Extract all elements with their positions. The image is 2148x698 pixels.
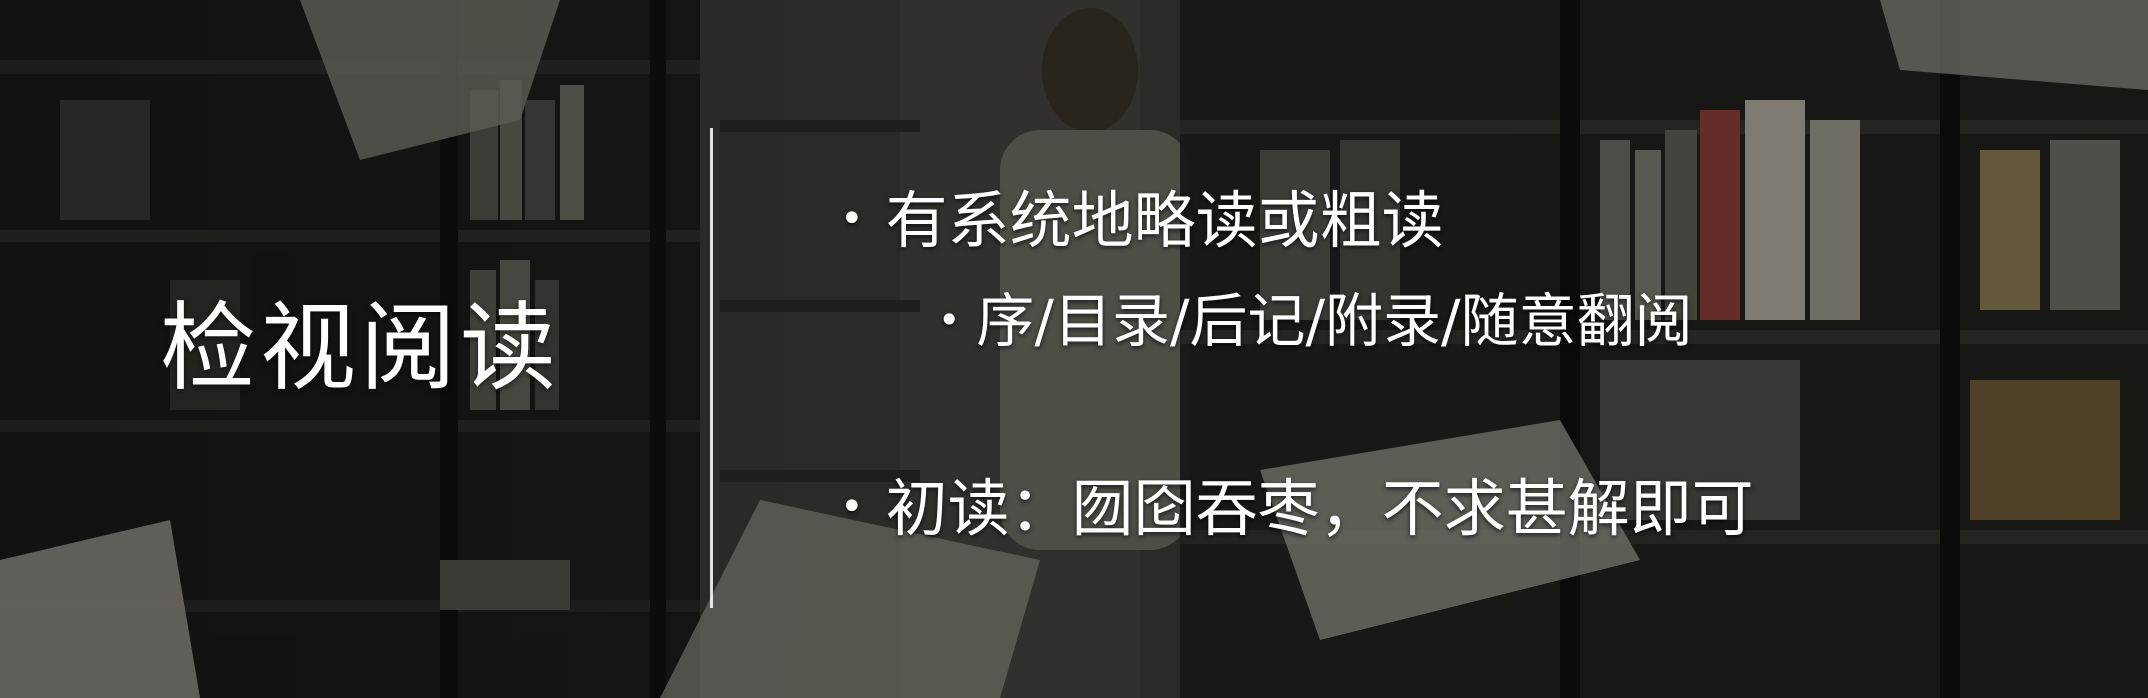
bullet-dot-icon: •: [840, 484, 864, 530]
bullet-text: 序/目录/后记/附录/随意翻阅: [976, 287, 1693, 355]
bullet-text: 有系统地略读或粗读: [885, 184, 1444, 257]
bullet-dot-icon: •: [938, 298, 961, 342]
slide-title: 检视阅读: [160, 292, 560, 404]
bullet-item-first-read: • 初读：囫囵吞枣，不求甚解即可: [840, 478, 1754, 540]
bullet-subitem-sections: • 序/目录/后记/附录/随意翻阅: [938, 292, 1693, 350]
bullet-item-skim: • 有系统地略读或粗读: [840, 190, 1444, 252]
bullet-text: 初读：囫囵吞枣，不求甚解即可: [885, 472, 1754, 545]
vertical-divider: [710, 128, 713, 608]
bullet-dot-icon: •: [840, 196, 864, 242]
